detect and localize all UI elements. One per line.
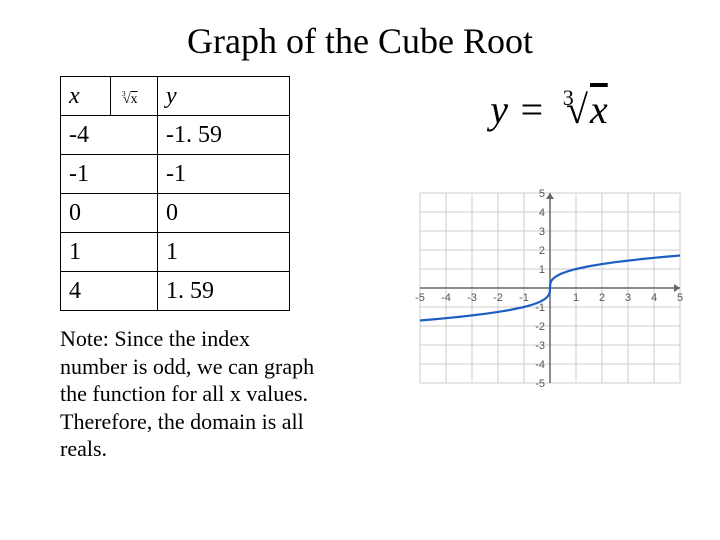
svg-text:-1: -1: [519, 292, 529, 304]
cell-y: -1. 59: [158, 116, 290, 155]
svg-text:3: 3: [539, 226, 545, 238]
cell-y: 0: [158, 194, 290, 233]
svg-text:1: 1: [573, 292, 579, 304]
header-radicand: x: [131, 92, 138, 107]
table-row: 0 0: [61, 194, 290, 233]
header-cuberoot: 3√x: [111, 77, 158, 116]
cell-x: 4: [61, 272, 158, 311]
table-header-row: x 3√x y: [61, 77, 290, 116]
svg-text:-3: -3: [535, 340, 545, 352]
cell-y: 1: [158, 233, 290, 272]
cell-x: -4: [61, 116, 158, 155]
svg-text:-2: -2: [535, 321, 545, 333]
cell-x: -1: [61, 155, 158, 194]
svg-text:-5: -5: [535, 378, 545, 390]
svg-text:-5: -5: [415, 292, 425, 304]
cube-root-graph: -5-4-3-2-112345-5-4-3-2-112345: [400, 173, 700, 403]
value-table: x 3√x y -4 -1. 59 -1 -1 0 0: [60, 76, 290, 311]
svg-text:5: 5: [539, 188, 545, 200]
left-column: x 3√x y -4 -1. 59 -1 -1 0 0: [60, 76, 360, 463]
cell-x: 1: [61, 233, 158, 272]
svg-text:4: 4: [651, 292, 657, 304]
equation-root-index: 3: [563, 85, 574, 110]
svg-text:1: 1: [539, 264, 545, 276]
svg-text:2: 2: [539, 245, 545, 257]
equation-lhs: y: [490, 87, 508, 132]
cell-y: -1: [158, 155, 290, 194]
right-column: y = 3√x -5-4-3-2-112345-5-4-3-2-112345: [400, 76, 700, 403]
cell-x: 0: [61, 194, 158, 233]
svg-text:-4: -4: [535, 359, 545, 371]
table-row: -1 -1: [61, 155, 290, 194]
svg-text:5: 5: [677, 292, 683, 304]
chart-svg: -5-4-3-2-112345-5-4-3-2-112345: [400, 173, 700, 403]
header-y: y: [158, 77, 290, 116]
table-row: 4 1. 59: [61, 272, 290, 311]
table-row: -4 -1. 59: [61, 116, 290, 155]
table-row: 1 1: [61, 233, 290, 272]
header-x: x: [61, 77, 111, 116]
page-title: Graph of the Cube Root: [0, 0, 720, 76]
equation: y = 3√x: [400, 86, 700, 133]
svg-text:2: 2: [599, 292, 605, 304]
svg-text:-4: -4: [441, 292, 451, 304]
cell-y: 1. 59: [158, 272, 290, 311]
svg-text:-3: -3: [467, 292, 477, 304]
svg-text:4: 4: [539, 207, 545, 219]
note-text: Note: Since the index number is odd, we …: [60, 325, 320, 463]
svg-text:-2: -2: [493, 292, 503, 304]
equation-radicand: x: [588, 87, 610, 132]
svg-text:3: 3: [625, 292, 631, 304]
header-root-index: 3: [122, 89, 126, 98]
equation-eq: =: [508, 87, 555, 132]
